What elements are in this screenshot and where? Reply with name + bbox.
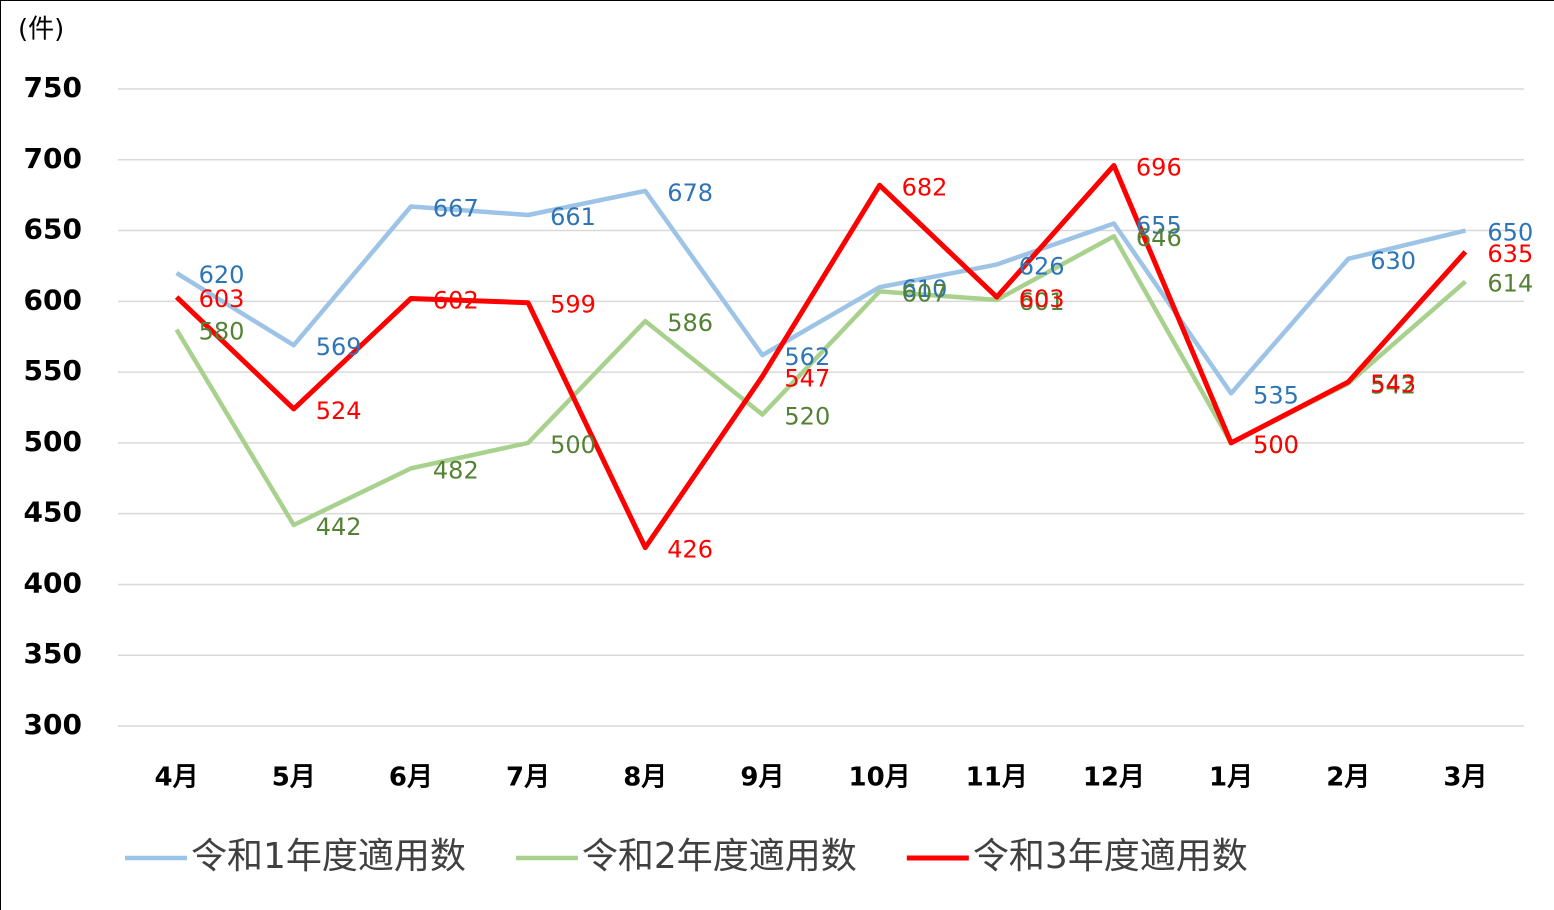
x-tick-label: 9月: [740, 763, 784, 793]
x-tick-label: 1月: [1209, 763, 1253, 793]
data-label: 678: [667, 179, 713, 207]
data-label: 586: [667, 309, 713, 337]
data-label: 650: [1487, 219, 1533, 247]
data-label: 646: [1136, 224, 1182, 252]
data-label: 524: [316, 397, 362, 425]
data-label: 630: [1370, 247, 1416, 275]
data-label: 500: [1253, 431, 1299, 459]
y-unit: (件): [18, 15, 64, 45]
y-tick-label: 350: [24, 637, 82, 670]
x-tick-label: 4月: [155, 763, 199, 793]
x-tick-label: 10月: [848, 763, 910, 793]
data-label: 535: [1253, 381, 1299, 409]
y-tick-label: 600: [24, 283, 82, 316]
series-line: [175, 188, 1466, 396]
data-label: 682: [902, 173, 948, 201]
data-label: 442: [316, 513, 362, 541]
data-label: 500: [550, 431, 596, 459]
x-tick-label: 6月: [389, 763, 433, 793]
y-tick-label: 700: [24, 142, 82, 175]
data-label: 696: [1136, 153, 1182, 181]
y-tick-label: 450: [24, 496, 82, 529]
data-label: 569: [316, 333, 362, 361]
x-tick-label: 2月: [1326, 763, 1370, 793]
data-label: 626: [1019, 253, 1065, 281]
data-label: 614: [1487, 270, 1533, 298]
x-tick-label: 7月: [506, 763, 550, 793]
y-tick-label: 500: [24, 425, 82, 458]
data-label: 547: [784, 364, 830, 392]
data-label: 601: [1019, 288, 1065, 316]
data-label: 661: [550, 203, 596, 231]
x-tick-label: 8月: [623, 763, 667, 793]
x-tick-label: 3月: [1443, 763, 1487, 793]
data-label: 607: [902, 279, 948, 307]
data-label: 426: [667, 536, 713, 564]
data-label: 655: [1136, 211, 1182, 239]
data-label: 520: [784, 403, 830, 431]
y-tick-label: 300: [24, 708, 82, 741]
data-label: 562: [784, 343, 830, 371]
data-label: 580: [199, 318, 245, 346]
legend-label: 令和2年度適用数: [582, 836, 857, 877]
legend-label: 令和1年度適用数: [191, 836, 466, 877]
x-tick-label: 5月: [272, 763, 316, 793]
data-label: 500: [1253, 431, 1299, 459]
y-tick-label: 750: [24, 71, 82, 104]
legend-label: 令和3年度適用数: [973, 836, 1248, 877]
data-label: 599: [550, 291, 596, 319]
data-label: 543: [1370, 370, 1416, 398]
data-label: 635: [1487, 240, 1533, 268]
data-label: 610: [902, 275, 948, 303]
y-tick-label: 650: [24, 213, 82, 246]
data-label: 602: [433, 287, 479, 315]
x-tick-label: 12月: [1083, 763, 1145, 793]
data-label: 603: [1019, 285, 1065, 313]
y-tick-label: 550: [24, 354, 82, 387]
data-label: 667: [433, 194, 479, 222]
data-label: 482: [433, 456, 479, 484]
data-label: 542: [1370, 371, 1416, 399]
data-label: 603: [199, 285, 245, 313]
x-tick-label: 11月: [966, 763, 1028, 793]
data-label: 620: [199, 261, 245, 289]
series-line: [174, 162, 1468, 551]
y-tick-label: 400: [24, 566, 82, 599]
